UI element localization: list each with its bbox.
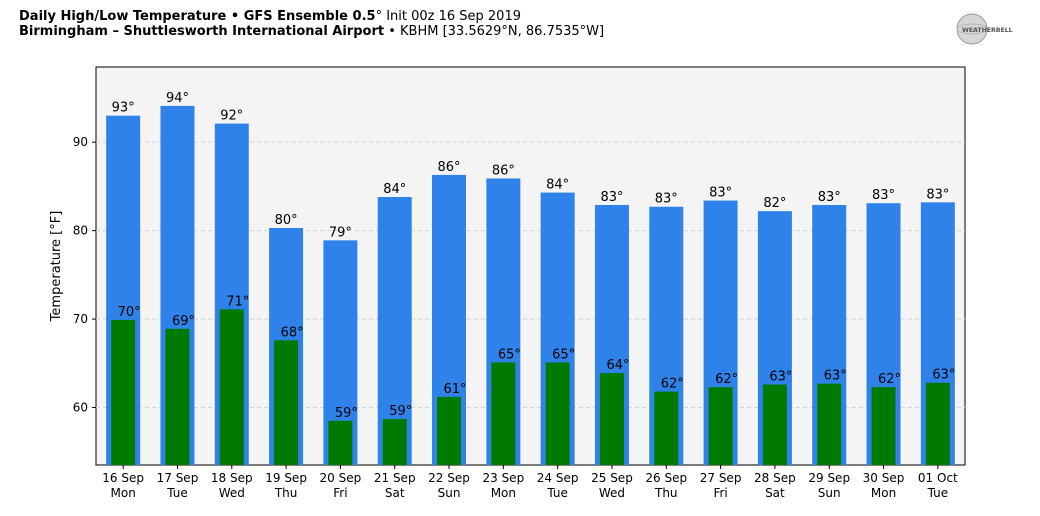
chart-subtitle-location: • KBHM [33.5629°N, 86.7535°W] [384, 24, 605, 39]
x-tick-day: Mon [871, 486, 896, 500]
x-tick-date: 19 Sep [265, 471, 307, 485]
low-temp-bar [437, 396, 462, 465]
low-temp-bar [382, 419, 407, 465]
low-temp-label: 61° [444, 382, 467, 397]
high-temp-label: 83° [818, 190, 841, 205]
low-temp-bar [654, 391, 679, 465]
chart-title: Daily High/Low Temperature • GFS Ensembl… [19, 9, 604, 24]
x-tick-date: 30 Sep [863, 471, 905, 485]
low-temp-bar [817, 383, 842, 465]
low-temp-label: 62° [878, 372, 901, 387]
chart-title-main: Daily High/Low Temperature • GFS Ensembl… [19, 9, 376, 24]
y-tick-label: 70 [73, 312, 88, 326]
x-tick-day: Fri [713, 486, 727, 500]
low-temp-bar [762, 384, 787, 465]
y-tick-label: 90 [73, 135, 88, 149]
x-tick-date: 21 Sep [374, 471, 416, 485]
high-temp-label: 86° [438, 160, 461, 175]
title-block: Daily High/Low Temperature • GFS Ensembl… [19, 9, 604, 39]
x-tick-day: Mon [491, 486, 516, 500]
low-temp-label: 65° [552, 347, 575, 362]
x-tick-day: Tue [546, 486, 568, 500]
low-temp-label: 68° [281, 325, 304, 340]
low-temp-bar [274, 340, 299, 465]
chart-title-init: Init 00z 16 Sep 2019 [382, 9, 521, 24]
y-tick-label: 60 [73, 401, 88, 415]
chart-subtitle-station: Birmingham – Shuttlesworth International… [19, 24, 385, 39]
low-temp-bar [491, 362, 516, 465]
high-temp-label: 86° [492, 163, 515, 178]
low-temp-label: 70° [118, 305, 141, 320]
low-temp-bar [219, 309, 244, 465]
x-tick-date: 20 Sep [320, 471, 362, 485]
low-temp-label: 71° [226, 294, 249, 309]
low-temp-bar [328, 420, 353, 465]
low-temp-label: 64° [606, 358, 629, 373]
low-temp-label: 62° [715, 372, 738, 387]
x-tick-day: Sun [818, 486, 841, 500]
weatherbell-logo-icon: WEATHERBELL [956, 13, 1013, 45]
x-tick-date: 29 Sep [808, 471, 850, 485]
y-axis-label: Temperature [°F] [49, 211, 64, 323]
high-temp-label: 84° [546, 178, 569, 193]
high-temp-label: 83° [600, 190, 623, 205]
high-temp-label: 79° [329, 225, 352, 240]
high-temp-label: 92° [220, 109, 243, 124]
x-tick-date: 26 Sep [645, 471, 687, 485]
x-tick-day: Sat [385, 486, 405, 500]
x-tick-date: 23 Sep [482, 471, 524, 485]
low-temp-label: 59° [389, 404, 412, 419]
x-tick-date: 28 Sep [754, 471, 796, 485]
high-temp-label: 94° [166, 91, 189, 106]
low-temp-label: 59° [335, 406, 358, 421]
x-tick-day: Tue [166, 486, 188, 500]
high-temp-label: 83° [926, 187, 949, 202]
y-tick-label: 80 [73, 224, 88, 238]
low-temp-bar [871, 387, 896, 465]
high-temp-label: 84° [383, 182, 406, 197]
low-temp-label: 65° [498, 347, 521, 362]
low-temp-label: 63° [824, 369, 847, 384]
low-temp-bar [599, 373, 624, 465]
low-temp-bar [708, 387, 733, 465]
x-tick-date: 01 Oct [918, 471, 958, 485]
chart-subtitle: Birmingham – Shuttlesworth International… [19, 24, 604, 39]
x-tick-day: Wed [219, 486, 245, 500]
low-temp-bar [165, 328, 190, 465]
low-temp-label: 63° [769, 370, 792, 385]
low-temp-bar [111, 319, 136, 465]
x-tick-date: 22 Sep [428, 471, 470, 485]
chart-title-degree: ° [375, 9, 383, 24]
high-temp-label: 83° [872, 188, 895, 203]
bars: 93° 94° 92° 80° 79° 84° 86° 86° 84° 83° 83° 83° 82° 8… [106, 91, 955, 466]
high-temp-label: 83° [655, 192, 678, 207]
low-temp-label: 63° [932, 368, 955, 383]
x-tick-date: 18 Sep [211, 471, 253, 485]
x-tick-date: 17 Sep [157, 471, 199, 485]
x-tick-day: Tue [927, 486, 949, 500]
high-temp-label: 93° [112, 101, 135, 116]
y-axis: 60 70 80 90 [73, 135, 96, 415]
x-tick-date: 16 Sep [102, 471, 144, 485]
x-tick-day: Thu [274, 486, 298, 500]
low-temp-label: 69° [172, 314, 195, 329]
low-temp-bar [545, 362, 570, 465]
x-tick-day: Fri [333, 486, 347, 500]
x-tick-date: 24 Sep [537, 471, 579, 485]
x-tick-day: Thu [654, 486, 678, 500]
x-tick-date: 25 Sep [591, 471, 633, 485]
x-tick-day: Mon [111, 486, 136, 500]
x-tick-day: Wed [599, 486, 625, 500]
low-temp-label: 62° [661, 377, 684, 392]
logo-text: WEATHERBELL [962, 27, 1013, 34]
high-temp-label: 82° [763, 196, 786, 211]
low-temp-bar [925, 382, 950, 465]
x-tick-date: 27 Sep [700, 471, 742, 485]
x-tick-day: Sat [765, 486, 785, 500]
high-temp-label: 80° [275, 213, 298, 228]
x-tick-day: Sun [438, 486, 461, 500]
high-temp-label: 83° [709, 186, 732, 201]
